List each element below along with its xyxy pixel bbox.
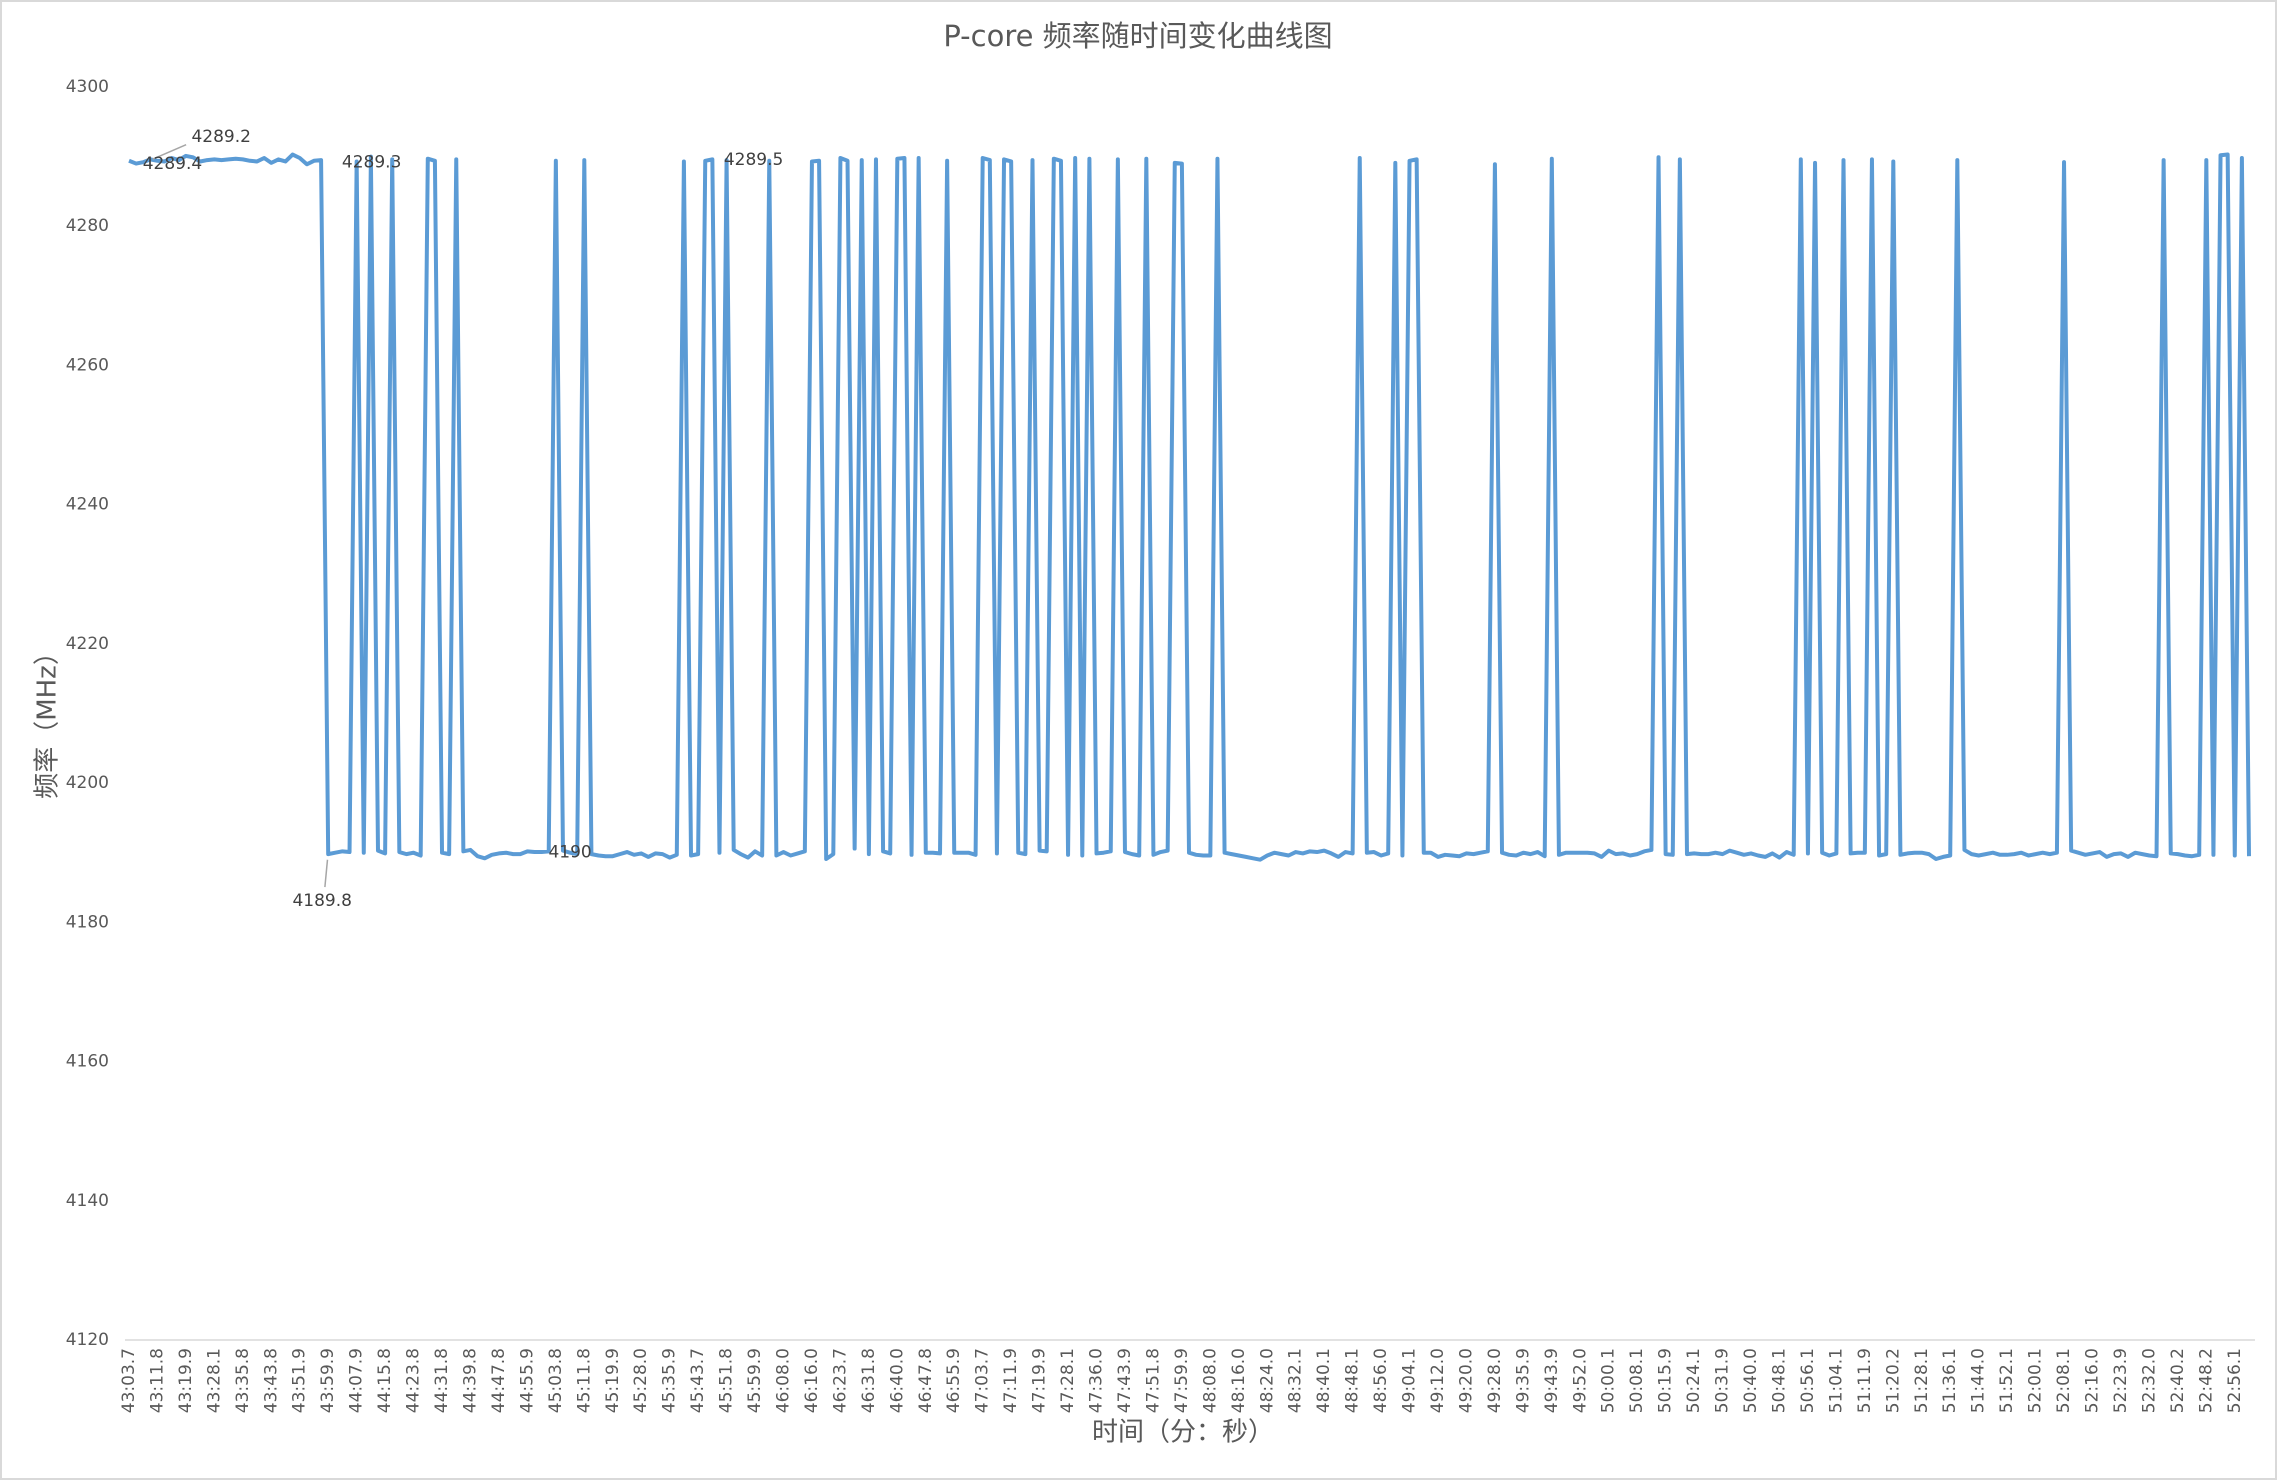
x-tick-label: 52:00.1 [2026,1348,2046,1413]
x-tick-label: 47:28.1 [1058,1348,1078,1413]
x-tick-label: 50:31.9 [1713,1348,1733,1413]
x-tick-label: 43:43.8 [261,1348,281,1413]
x-tick-label: 51:20.2 [1883,1348,1903,1413]
x-tick-label: 45:19.9 [603,1348,623,1413]
x-tick-label: 47:19.9 [1030,1348,1050,1413]
y-tick-label: 4280 [66,216,109,236]
x-tick-label: 50:40.0 [1741,1348,1761,1413]
x-tick-label: 43:59.9 [318,1348,338,1413]
x-tick-label: 49:20.0 [1456,1348,1476,1413]
y-axis-title: 频率（MHz） [33,639,63,799]
x-tick-label: 46:23.7 [830,1348,850,1413]
x-tick-label: 49:52.0 [1570,1348,1590,1413]
x-tick-label: 52:40.2 [2168,1348,2188,1413]
x-tick-label: 50:08.1 [1627,1348,1647,1413]
y-tick-label: 4140 [66,1191,109,1211]
data-label: 4190 [548,843,591,863]
x-tick-label: 46:47.8 [916,1348,936,1413]
x-tick-label: 49:43.9 [1542,1348,1562,1413]
y-tick-label: 4200 [66,773,109,793]
y-tick-label: 4120 [66,1330,109,1350]
x-tick-label: 50:56.1 [1798,1348,1818,1413]
x-tick-label: 52:16.0 [2082,1348,2102,1413]
x-tick-label: 47:59.9 [1172,1348,1192,1413]
x-tick-label: 46:31.8 [859,1348,879,1413]
x-axis-title: 时间（分：秒） [1092,1418,1274,1448]
x-tick-label: 45:35.9 [660,1348,680,1413]
leader-line [324,859,329,888]
x-tick-label: 45:28.0 [631,1348,651,1413]
x-tick-label: 52:08.1 [2054,1348,2074,1413]
data-label: 4189.8 [292,891,351,911]
x-tick-label: 45:43.7 [688,1348,708,1413]
x-tick-label: 44:23.8 [404,1348,424,1413]
x-tick-label: 43:51.9 [290,1348,310,1413]
data-label: 4289.4 [143,154,202,174]
x-tick-label: 45:59.9 [745,1348,765,1413]
x-tick-label: 48:48.1 [1343,1348,1363,1413]
x-tick-label: 51:52.1 [1997,1348,2017,1413]
x-tick-label: 43:03.7 [119,1348,139,1413]
x-tick-label: 45:51.8 [717,1348,737,1413]
x-tick-label: 51:36.1 [1940,1348,1960,1413]
x-tick-label: 49:35.9 [1513,1348,1533,1413]
x-tick-label: 44:55.9 [517,1348,537,1413]
x-tick-label: 43:35.8 [233,1348,253,1413]
y-tick-label: 4180 [66,912,109,932]
x-tick-label: 50:00.1 [1599,1348,1619,1413]
y-tick-label: 4260 [66,355,109,375]
y-tick-label: 4240 [66,495,109,515]
x-tick-label: 52:56.1 [2225,1348,2245,1413]
x-tick-label: 50:48.1 [1769,1348,1789,1413]
y-tick-label: 4220 [66,634,109,654]
x-tick-label: 48:16.0 [1229,1348,1249,1413]
x-tick-label: 46:08.0 [773,1348,793,1413]
x-tick-label: 49:12.0 [1428,1348,1448,1413]
x-tick-label: 51:11.9 [1855,1348,1875,1413]
x-tick-label: 44:39.8 [460,1348,480,1413]
x-tick-label: 47:36.0 [1087,1348,1107,1413]
x-tick-label: 48:24.0 [1257,1348,1277,1413]
x-tick-label: 44:47.8 [489,1348,509,1413]
x-tick-label: 43:28.1 [204,1348,224,1413]
x-tick-label: 47:51.8 [1143,1348,1163,1413]
x-tick-label: 43:19.9 [176,1348,196,1413]
x-tick-label: 47:03.7 [973,1348,993,1413]
x-tick-label: 46:55.9 [944,1348,964,1413]
x-tick-label: 48:32.1 [1286,1348,1306,1413]
x-tick-label: 51:04.1 [1826,1348,1846,1413]
x-tick-label: 49:04.1 [1400,1348,1420,1413]
x-tick-label: 48:08.0 [1200,1348,1220,1413]
x-tick-label: 44:31.8 [432,1348,452,1413]
x-tick-label: 48:56.0 [1371,1348,1391,1413]
x-tick-label: 47:43.9 [1115,1348,1135,1413]
x-tick-label: 44:07.9 [347,1348,367,1413]
data-label: 4289.2 [191,127,250,147]
y-tick-label: 4300 [66,77,109,97]
x-tick-label: 49:28.0 [1485,1348,1505,1413]
leader-line [152,143,187,160]
x-tick-label: 45:11.8 [574,1348,594,1413]
y-tick-label: 4160 [66,1052,109,1072]
x-tick-label: 47:11.9 [1001,1348,1021,1413]
x-tick-label: 43:11.8 [147,1348,167,1413]
chart-title: P-core 频率随时间变化曲线图 [943,19,1332,53]
data-label: 4289.3 [342,152,401,172]
x-tick-label: 51:28.1 [1912,1348,1932,1413]
data-label: 4289.5 [724,150,783,170]
x-tick-label: 52:48.2 [2196,1348,2216,1413]
x-tick-label: 52:23.9 [2111,1348,2131,1413]
x-tick-label: 45:03.8 [546,1348,566,1413]
x-tick-label: 44:15.8 [375,1348,395,1413]
x-tick-label: 51:44.0 [1969,1348,1989,1413]
x-tick-label: 46:40.0 [887,1348,907,1413]
data-line [128,152,2251,862]
x-tick-label: 50:24.1 [1684,1348,1704,1413]
x-tick-label: 48:40.1 [1314,1348,1334,1413]
x-tick-label: 52:32.0 [2139,1348,2159,1413]
x-tick-label: 46:16.0 [802,1348,822,1413]
x-tick-label: 50:15.9 [1656,1348,1676,1413]
